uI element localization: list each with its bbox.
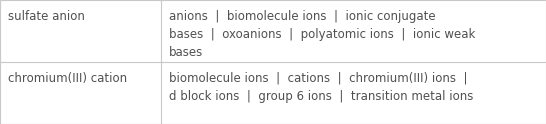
- Text: chromium(III) cation: chromium(III) cation: [8, 72, 127, 85]
- Text: sulfate anion: sulfate anion: [8, 10, 85, 23]
- Text: anions  |  biomolecule ions  |  ionic conjugate
bases  |  oxoanions  |  polyatom: anions | biomolecule ions | ionic conjug…: [169, 10, 476, 59]
- Text: biomolecule ions  |  cations  |  chromium(III) ions  |
d block ions  |  group 6 : biomolecule ions | cations | chromium(II…: [169, 72, 473, 103]
